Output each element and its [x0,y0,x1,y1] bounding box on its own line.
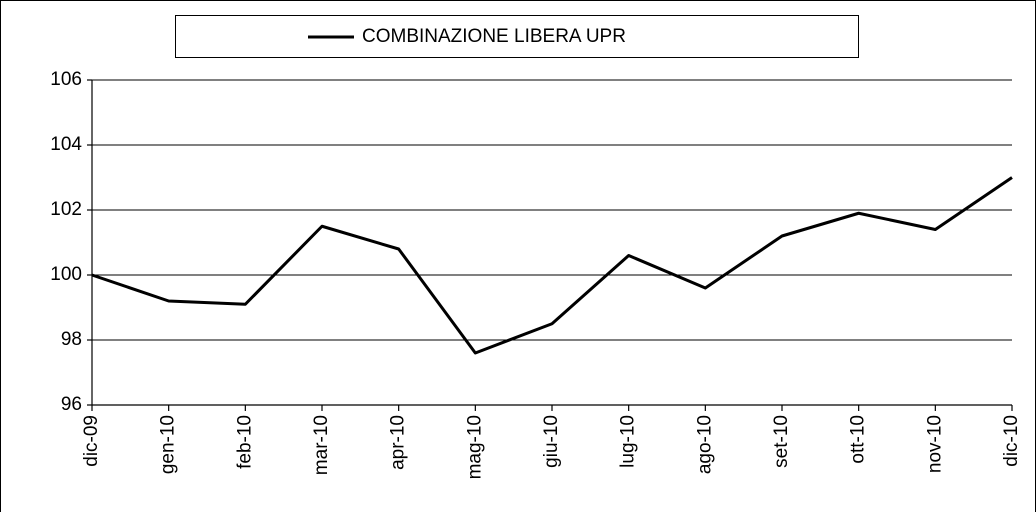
x-tick-label: mar-10 [311,415,332,475]
y-tick-label: 102 [50,199,82,220]
x-tick-label: nov-10 [924,415,945,473]
x-tick-label: set-10 [771,415,792,468]
y-tick-label: 98 [61,329,82,350]
y-tick-label: 104 [50,134,82,155]
y-tick-label: 106 [50,69,82,90]
line-series [91,176,1013,355]
legend-label: COMBINAZIONE LIBERA UPR [362,26,626,47]
legend-box [175,15,859,58]
x-tick-label: gen-10 [158,415,179,474]
x-tick-label: ott-10 [848,415,869,464]
x-tick-label: feb-10 [234,415,255,469]
x-tick-label: dic-09 [81,415,102,467]
y-tick-label: 100 [50,264,82,285]
x-tick-label: dic-10 [1001,415,1022,467]
x-tick-label: apr-10 [388,415,409,470]
y-tick-label: 96 [61,394,82,415]
x-tick-label: mag-10 [464,415,485,479]
x-tick-label: lug-10 [618,415,639,468]
x-tick-label: ago-10 [694,415,715,474]
x-tick-label: giu-10 [541,415,562,468]
